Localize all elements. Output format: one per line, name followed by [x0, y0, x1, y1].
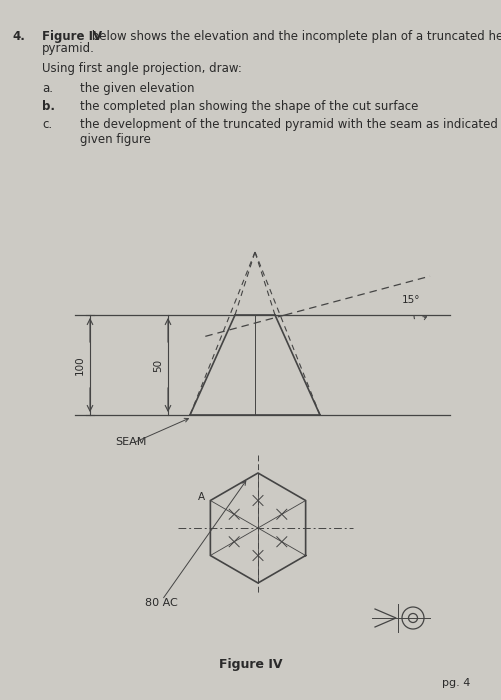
Text: pyramid.: pyramid. [42, 42, 95, 55]
Text: below shows the elevation and the incomplete plan of a truncated hexagonal: below shows the elevation and the incomp… [88, 30, 501, 43]
Text: 15°: 15° [402, 295, 420, 305]
Text: b.: b. [42, 100, 55, 113]
Text: A: A [198, 491, 205, 501]
Text: the given elevation: the given elevation [80, 82, 194, 95]
Text: Figure IV: Figure IV [219, 658, 283, 671]
Text: the completed plan showing the shape of the cut surface: the completed plan showing the shape of … [80, 100, 418, 113]
Text: 50: 50 [153, 358, 163, 372]
Text: 100: 100 [75, 355, 85, 374]
Text: SEAM: SEAM [115, 437, 146, 447]
Text: the development of the truncated pyramid with the seam as indicated in the
given: the development of the truncated pyramid… [80, 118, 501, 146]
Text: Figure IV: Figure IV [42, 30, 102, 43]
Text: pg. 4: pg. 4 [441, 678, 470, 688]
Text: c.: c. [42, 118, 52, 131]
Text: 4.: 4. [12, 30, 25, 43]
Text: Using first angle projection, draw:: Using first angle projection, draw: [42, 62, 242, 75]
Text: a.: a. [42, 82, 53, 95]
Text: 80 AC: 80 AC [145, 598, 178, 608]
